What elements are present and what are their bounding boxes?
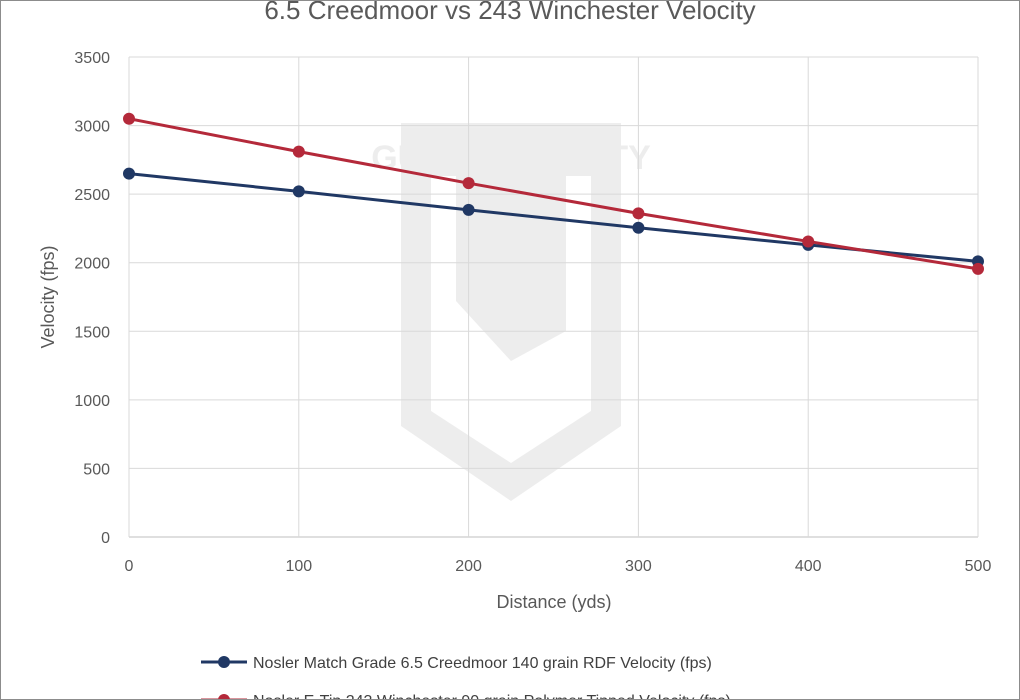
y-tick-label: 2500 (74, 187, 110, 204)
y-tick-label: 1500 (74, 324, 110, 341)
x-tick-label: 0 (125, 558, 134, 575)
y-tick-label: 1000 (74, 393, 110, 410)
chart-title: 6.5 Creedmoor vs 243 Winchester Velocity (264, 1, 755, 25)
series-line (128, 117, 979, 271)
watermark-shield-shape (401, 123, 621, 501)
legend-label: Nosler Match Grade 6.5 Creedmoor 140 gra… (253, 655, 712, 672)
y-tick-label: 3500 (74, 50, 110, 67)
x-tick-label: 300 (625, 558, 652, 575)
data-point (123, 167, 135, 180)
data-point (802, 235, 815, 248)
legend-marker-swatch (218, 656, 230, 668)
watermark-text: GUNUNIVERSITY (371, 139, 651, 177)
legend-item-2: Nosler E-Tip 243 Winchester 90 grain Pol… (201, 693, 731, 699)
gridlines (128, 56, 979, 538)
legend-item-1: Nosler Match Grade 6.5 Creedmoor 140 gra… (201, 655, 712, 672)
x-tick-label: 200 (455, 558, 482, 575)
x-axis-title: Distance (yds) (496, 592, 611, 612)
data-point (123, 112, 135, 125)
y-axis-ticks: 0 500 1000 1500 2000 2500 3000 3500 (74, 50, 110, 547)
data-point (292, 145, 305, 158)
legend-label: Nosler E-Tip 243 Winchester 90 grain Pol… (253, 693, 731, 699)
data-point (462, 203, 475, 216)
data-point (632, 221, 645, 234)
y-tick-label: 3000 (74, 119, 110, 136)
data-point (292, 185, 305, 198)
y-tick-label: 500 (83, 461, 110, 478)
watermark-logo: GUNUNIVERSITY (371, 123, 651, 501)
legend: Nosler Match Grade 6.5 Creedmoor 140 gra… (201, 655, 731, 699)
data-point (972, 262, 984, 275)
series-1 (123, 167, 984, 268)
watermark-shield-inner (431, 176, 591, 463)
data-point (462, 177, 475, 190)
legend-marker-swatch (218, 694, 230, 699)
x-axis-ticks: 0 100 200 300 400 500 (125, 558, 992, 575)
x-tick-label: 500 (965, 558, 992, 575)
data-point (632, 207, 645, 220)
y-tick-label: 2000 (74, 256, 110, 273)
x-tick-label: 100 (285, 558, 312, 575)
y-tick-label: 0 (101, 530, 110, 547)
y-axis-title: Velocity (fps) (38, 245, 58, 348)
series-group (123, 112, 984, 275)
x-tick-label: 400 (795, 558, 822, 575)
series-2 (123, 112, 984, 275)
series-line (128, 172, 979, 263)
watermark-u-mark (456, 176, 566, 361)
